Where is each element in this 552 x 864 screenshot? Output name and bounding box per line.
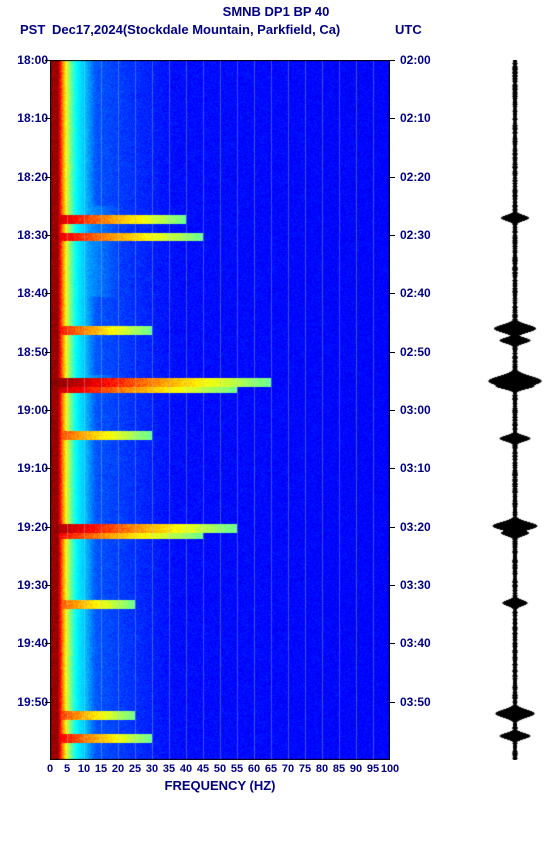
ytick-utc-8: 03:20 [400,520,431,534]
utc-label: UTC [395,22,422,37]
xtick-55: 55 [231,763,243,775]
ytick-pst-5: 18:50 [6,345,48,359]
ytick-pst-1: 18:10 [6,111,48,125]
ytick-mark [45,177,50,178]
ytick-pst-8: 19:20 [6,520,48,534]
chart-title: SMNB DP1 BP 40 [0,4,552,19]
ytick-utc-11: 03:50 [400,695,431,709]
ytick-mark [45,527,50,528]
ytick-mark [45,643,50,644]
ytick-mark [45,352,50,353]
ytick-mark [390,527,395,528]
seismogram-trace [485,60,545,760]
xtick-15: 15 [95,763,107,775]
ytick-mark [45,118,50,119]
ytick-mark [45,235,50,236]
ytick-mark [45,60,50,61]
ytick-pst-2: 18:20 [6,170,48,184]
xtick-100: 100 [381,763,399,775]
xtick-65: 65 [265,763,277,775]
ytick-utc-6: 03:00 [400,403,431,417]
xtick-50: 50 [214,763,226,775]
xtick-60: 60 [248,763,260,775]
date-label: Dec17,2024(Stockdale Mountain, Parkfield… [52,22,340,37]
ytick-pst-9: 19:30 [6,578,48,592]
xtick-40: 40 [180,763,192,775]
ytick-utc-4: 02:40 [400,286,431,300]
ytick-pst-3: 18:30 [6,228,48,242]
ytick-mark [390,643,395,644]
ytick-mark [45,585,50,586]
ytick-utc-9: 03:30 [400,578,431,592]
ytick-mark [390,585,395,586]
ytick-mark [390,702,395,703]
ytick-utc-1: 02:10 [400,111,431,125]
ytick-mark [390,60,395,61]
ytick-mark [390,235,395,236]
xtick-85: 85 [333,763,345,775]
ytick-pst-7: 19:10 [6,461,48,475]
ytick-mark [390,293,395,294]
xtick-35: 35 [163,763,175,775]
xtick-5: 5 [64,763,70,775]
ytick-mark [45,468,50,469]
pst-label: PST [20,22,45,37]
ytick-utc-7: 03:10 [400,461,431,475]
xtick-25: 25 [129,763,141,775]
ytick-mark [45,293,50,294]
ytick-mark [390,410,395,411]
xtick-10: 10 [78,763,90,775]
xtick-0: 0 [47,763,53,775]
spectrogram-plot [50,60,390,760]
spectrogram-figure: SMNB DP1 BP 40 PST Dec17,2024(Stockdale … [0,0,552,864]
xtick-95: 95 [367,763,379,775]
ytick-mark [390,118,395,119]
ytick-mark [45,410,50,411]
xtick-45: 45 [197,763,209,775]
xtick-75: 75 [299,763,311,775]
ytick-utc-2: 02:20 [400,170,431,184]
ytick-pst-4: 18:40 [6,286,48,300]
ytick-mark [390,177,395,178]
xtick-30: 30 [146,763,158,775]
ytick-utc-3: 02:30 [400,228,431,242]
ytick-mark [390,468,395,469]
ytick-mark [45,702,50,703]
ytick-pst-10: 19:40 [6,636,48,650]
xtick-90: 90 [350,763,362,775]
xtick-80: 80 [316,763,328,775]
ytick-pst-0: 18:00 [6,53,48,67]
ytick-utc-0: 02:00 [400,53,431,67]
xtick-70: 70 [282,763,294,775]
ytick-utc-10: 03:40 [400,636,431,650]
ytick-utc-5: 02:50 [400,345,431,359]
x-axis-label: FREQUENCY (HZ) [50,778,390,793]
ytick-pst-6: 19:00 [6,403,48,417]
ytick-mark [390,352,395,353]
ytick-pst-11: 19:50 [6,695,48,709]
xtick-20: 20 [112,763,124,775]
